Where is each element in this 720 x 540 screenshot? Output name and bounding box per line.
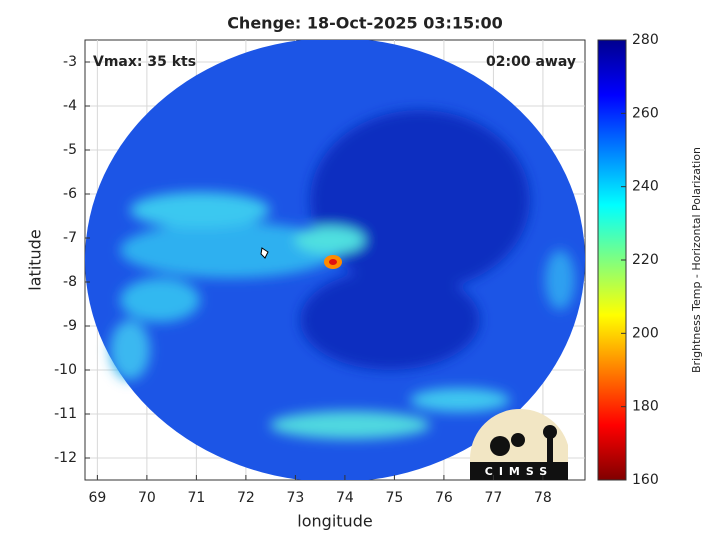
- x-tick-label: 69: [88, 490, 106, 506]
- y-tick-label: -6: [63, 186, 77, 202]
- colorbar-tick-label: 160: [632, 472, 659, 488]
- y-tick-label: -12: [54, 450, 77, 466]
- chart-title: Chenge: 18-Oct-2025 03:15:00: [227, 14, 503, 33]
- x-tick-label: 75: [385, 490, 403, 506]
- annotation: 02:00 away: [486, 54, 576, 70]
- colorbar-tick-label: 220: [632, 252, 659, 268]
- colorbar-tick-label: 180: [632, 399, 659, 415]
- colorbar-tick-label: 260: [632, 105, 659, 121]
- annotation: Vmax: 35 kts: [93, 54, 196, 70]
- x-tick-label: 72: [237, 490, 255, 506]
- y-tick-label: -3: [63, 54, 77, 70]
- swath: [85, 40, 585, 480]
- x-tick-label: 73: [286, 490, 304, 506]
- y-tick-label: -5: [63, 142, 77, 158]
- y-tick-label: -10: [54, 362, 77, 378]
- x-tick-label: 70: [138, 490, 156, 506]
- y-axis-label: latitude: [26, 229, 45, 290]
- hot-spot-core: [329, 259, 337, 265]
- x-tick-label: 76: [435, 490, 453, 506]
- logo: CIMSS: [469, 408, 568, 480]
- colorbar-tick-label: 200: [632, 325, 659, 341]
- swath-texture: [110, 110, 575, 439]
- colorbar-tick-label: 240: [632, 179, 659, 195]
- x-axis-label: longitude: [297, 512, 372, 531]
- y-tick-label: -11: [54, 406, 77, 422]
- x-tick-label: 71: [187, 490, 205, 506]
- colorbar-tick-label: 280: [632, 32, 659, 48]
- y-tick-label: -9: [63, 318, 77, 334]
- colorbar-label: Brightness Temp - Horizontal Polarizatio…: [690, 147, 703, 373]
- y-tick-label: -4: [63, 98, 77, 114]
- y-tick-label: -7: [63, 230, 77, 246]
- y-tick-label: -8: [63, 274, 77, 290]
- x-tick-label: 77: [485, 490, 503, 506]
- storm-marker: [260, 247, 269, 259]
- logo-text: CIMSS: [485, 465, 553, 478]
- x-tick-label: 74: [336, 490, 354, 506]
- x-tick-label: 78: [534, 490, 552, 506]
